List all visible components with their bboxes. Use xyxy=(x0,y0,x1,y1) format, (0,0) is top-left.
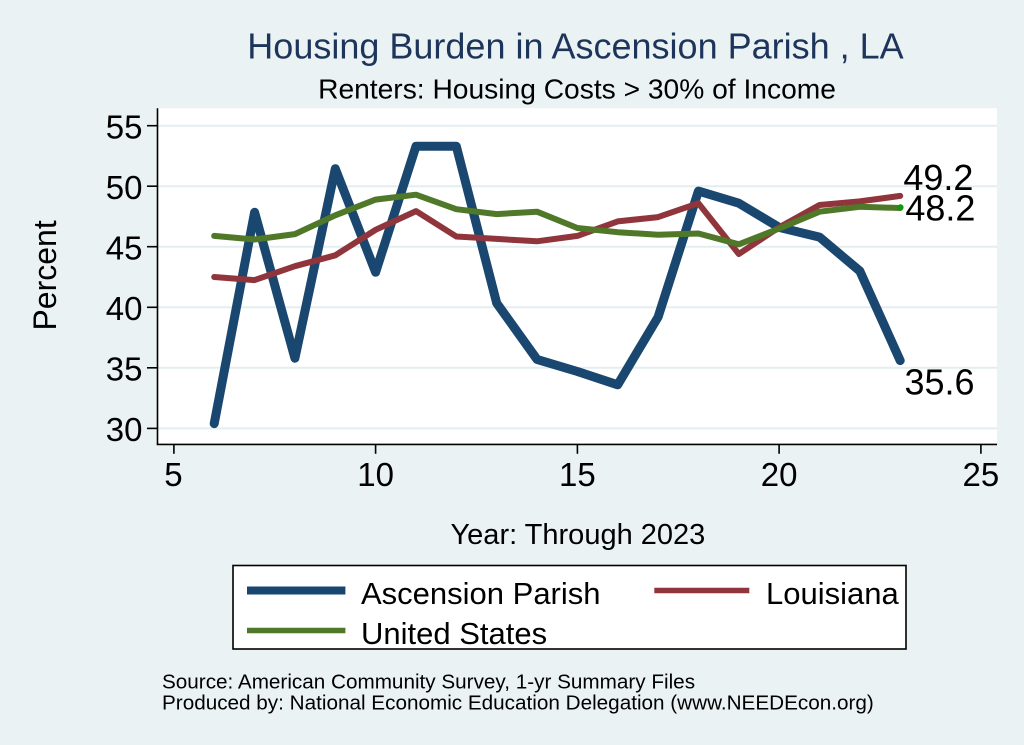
svg-text:Produced by: National Economic: Produced by: National Economic Education… xyxy=(162,692,874,715)
svg-text:49.2: 49.2 xyxy=(903,157,973,198)
svg-text:10: 10 xyxy=(357,456,394,493)
svg-text:25: 25 xyxy=(963,456,1000,493)
svg-text:Ascension Parish: Ascension Parish xyxy=(361,576,601,611)
svg-text:20: 20 xyxy=(761,456,798,493)
svg-text:40: 40 xyxy=(106,290,143,327)
svg-text:15: 15 xyxy=(559,456,596,493)
svg-text:Percent: Percent xyxy=(27,220,63,330)
svg-text:United States: United States xyxy=(361,616,547,651)
svg-text:Year: Through 2023: Year: Through 2023 xyxy=(451,519,706,551)
svg-text:Housing Burden in Ascension Pa: Housing Burden in Ascension Parish , LA xyxy=(247,26,903,67)
svg-text:35.6: 35.6 xyxy=(905,361,975,402)
svg-text:35: 35 xyxy=(106,351,143,388)
svg-text:50: 50 xyxy=(106,169,143,206)
svg-text:Louisiana: Louisiana xyxy=(766,576,899,611)
svg-text:Renters: Housing Costs > 30% o: Renters: Housing Costs > 30% of Income xyxy=(318,72,836,104)
svg-text:45: 45 xyxy=(106,230,143,267)
svg-text:55: 55 xyxy=(106,109,143,146)
svg-text:48.2: 48.2 xyxy=(905,188,975,229)
svg-text:30: 30 xyxy=(106,411,143,448)
svg-text:Source: American Community Sur: Source: American Community Survey, 1-yr … xyxy=(162,671,695,694)
svg-text:5: 5 xyxy=(164,456,182,493)
